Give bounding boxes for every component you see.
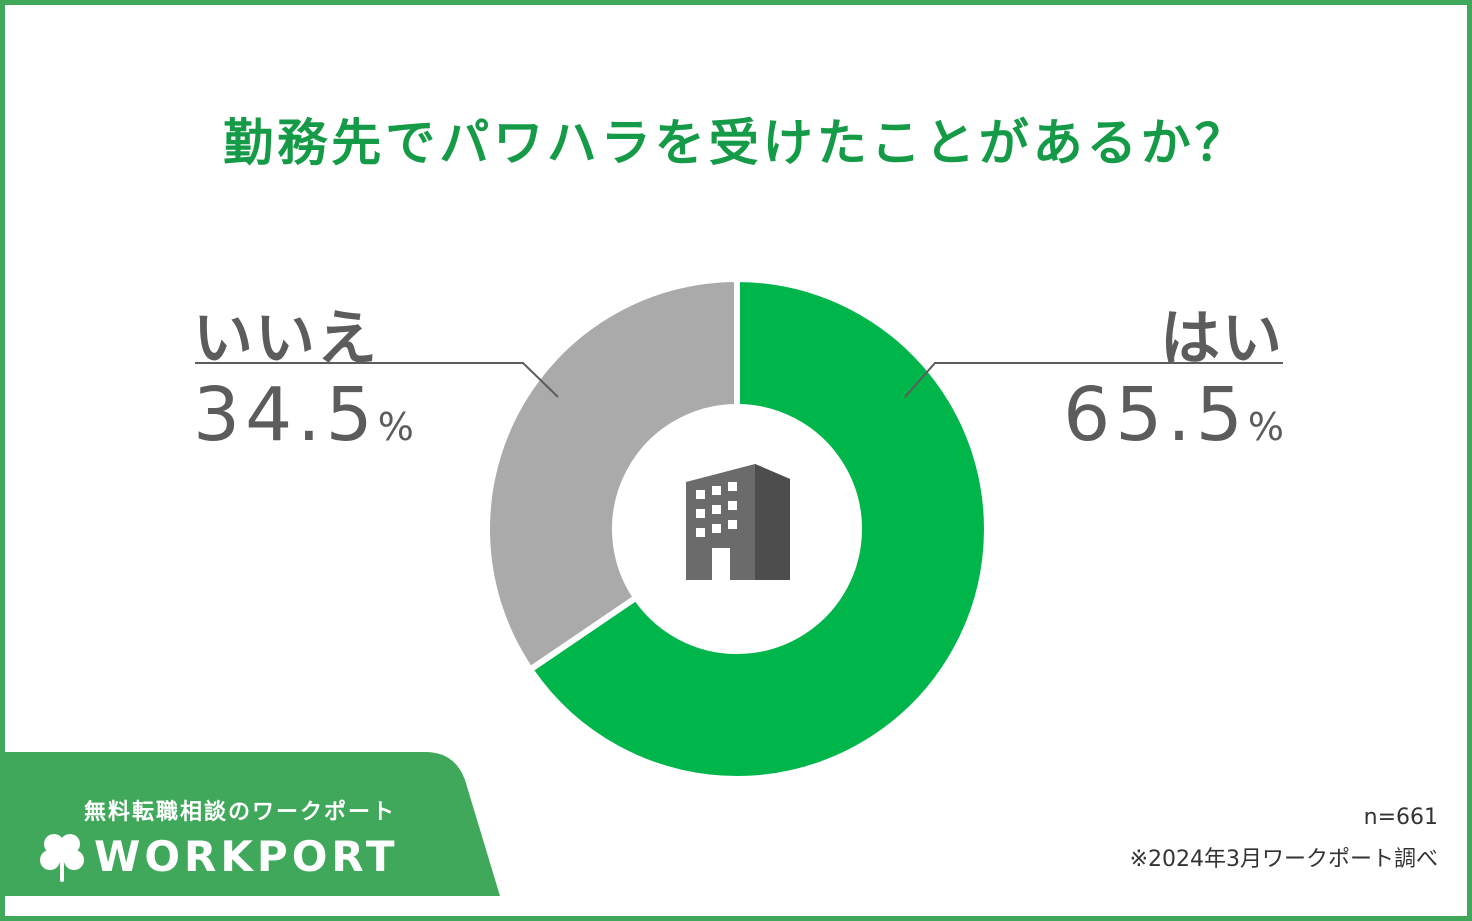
label-yes: はい <box>1160 304 1284 374</box>
source-note: ※2024年3月ワークポート調べ <box>1129 847 1438 872</box>
value-yes-unit: % <box>1247 405 1284 449</box>
clover-icon <box>40 834 84 882</box>
leader-line-no <box>195 362 559 398</box>
donut-slice-yes <box>526 275 990 782</box>
chart-title: 勤務先でパワハラを受けたことがあるか？ <box>223 114 1249 172</box>
brand-wordmark: WORKPORT <box>94 832 399 881</box>
brand-tagline: 無料転職相談のワークポート <box>84 800 397 825</box>
value-yes: 65.5% <box>1063 372 1284 458</box>
value-no-number: 34.5 <box>193 372 378 458</box>
leader-line-yes <box>904 362 1283 398</box>
label-no: いいえ <box>193 304 379 374</box>
office-building-icon <box>686 464 790 580</box>
value-no: 34.5% <box>193 372 414 458</box>
donut-slice-no <box>484 275 740 674</box>
sample-size: n=661 <box>1363 805 1438 830</box>
value-yes-number: 65.5 <box>1063 372 1248 458</box>
value-no-unit: % <box>377 405 414 449</box>
